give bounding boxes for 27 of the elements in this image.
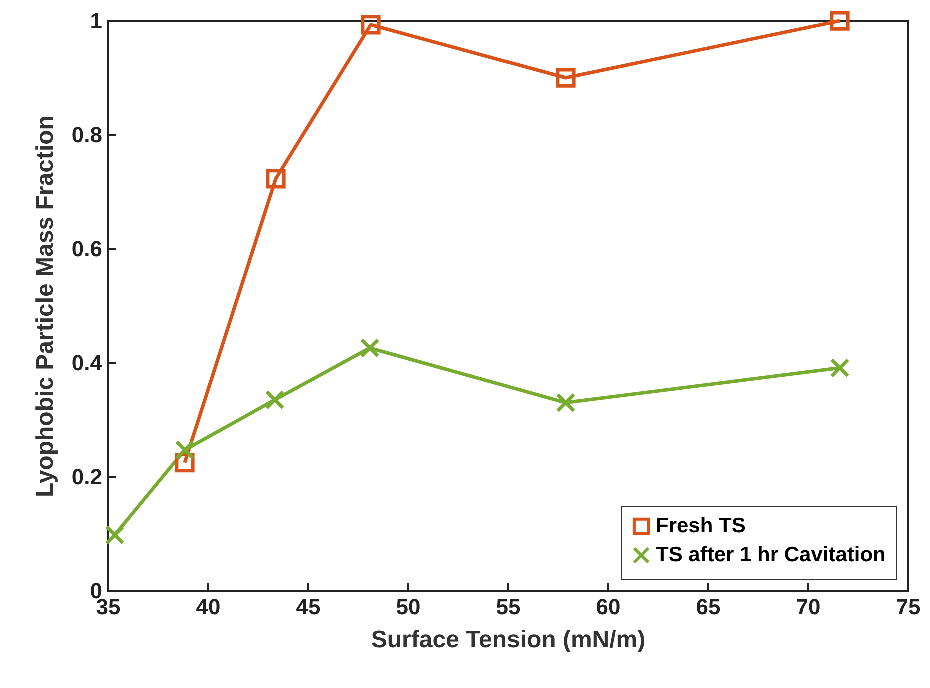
x-tick-label: 40 (196, 594, 221, 620)
y-tick-label: 0.8 (72, 122, 102, 148)
y-tick-label: 0.6 (72, 236, 102, 262)
legend-label: Fresh TS (656, 514, 746, 538)
x-tick-label: 75 (896, 594, 921, 620)
x-tick-label: 60 (596, 594, 621, 620)
x-tick-label: 70 (796, 594, 821, 620)
y-tick-label: 1 (90, 8, 102, 34)
point (830, 358, 850, 378)
legend-label: TS after 1 hr Cavitation (656, 544, 886, 566)
point (556, 68, 576, 88)
point (175, 440, 195, 460)
point (266, 169, 286, 189)
x-axis-title: Surface Tension (mN/m) (371, 626, 646, 654)
x-tick-label: 45 (296, 594, 321, 620)
point (105, 525, 125, 545)
y-tick-label: 0.4 (72, 350, 104, 376)
point (265, 390, 285, 410)
point (361, 15, 381, 35)
x-tick-label: 65 (696, 594, 721, 620)
point (360, 338, 380, 358)
y-tick-label: 0.2 (72, 464, 102, 490)
y-axis-title: Lyophobic Particle Mass Fraction (32, 116, 59, 498)
point (556, 393, 576, 413)
x-tick-label: 50 (396, 594, 421, 620)
point (830, 11, 850, 31)
x-tick-label: 55 (496, 594, 521, 620)
